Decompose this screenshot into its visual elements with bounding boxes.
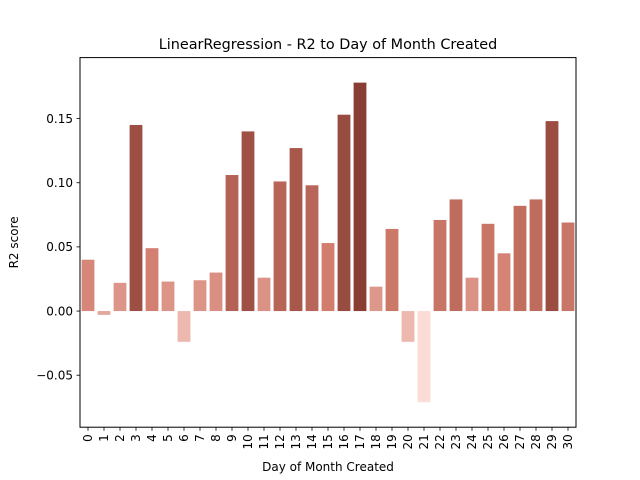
x-tick-label: 14 [305, 434, 319, 449]
x-tick-label: 21 [417, 434, 431, 449]
x-tick-label: 2 [113, 434, 127, 442]
x-tick-label: 6 [177, 434, 191, 442]
bar-day-26 [497, 253, 511, 312]
y-tick-label: 0.15 [46, 112, 73, 126]
bar-day-25 [481, 223, 495, 312]
x-tick-label: 13 [289, 434, 303, 449]
x-tick-label: 12 [273, 434, 287, 449]
bar-day-7 [193, 280, 207, 312]
y-tick-label: −0.05 [36, 369, 73, 383]
x-tick-label: 26 [497, 434, 511, 449]
bar-day-13 [289, 148, 303, 312]
bar-day-11 [257, 277, 271, 312]
bar-day-2 [113, 282, 127, 312]
bar-day-20 [401, 311, 415, 342]
x-tick-label: 22 [433, 434, 447, 449]
x-tick-label: 9 [225, 434, 239, 442]
x-tick-label: 1 [97, 434, 111, 442]
bar-day-15 [321, 243, 335, 312]
x-tick-label: 30 [561, 434, 575, 449]
bar-day-14 [305, 185, 319, 312]
x-tick-label: 16 [337, 434, 351, 449]
y-tick-label: 0.05 [46, 240, 73, 254]
bar-day-1 [97, 311, 111, 315]
bar-day-29 [545, 121, 559, 312]
x-tick-label: 20 [401, 434, 415, 449]
bar-day-22 [433, 219, 447, 312]
x-axis-label: Day of Month Created [262, 460, 394, 474]
bar-day-18 [369, 286, 383, 312]
bar-day-9 [225, 175, 239, 312]
bar-day-4 [145, 248, 159, 312]
bar-day-23 [449, 199, 463, 312]
x-tick-label: 11 [257, 434, 271, 449]
bar-day-3 [129, 124, 143, 312]
x-tick-label: 3 [129, 434, 143, 442]
x-tick-label: 27 [513, 434, 527, 449]
x-tick-label: 25 [481, 434, 495, 449]
bar-day-16 [337, 114, 351, 312]
bar-day-19 [385, 228, 399, 312]
bar-day-21 [417, 311, 431, 403]
bar-day-28 [529, 199, 543, 312]
bars-group [81, 82, 575, 403]
chart-title: LinearRegression - R2 to Day of Month Cr… [159, 37, 498, 53]
x-tick-label: 17 [353, 434, 367, 449]
bar-day-17 [353, 82, 367, 312]
y-tick-label: 0.00 [46, 304, 73, 318]
x-tick-label: 4 [145, 434, 159, 442]
bar-day-24 [465, 277, 479, 312]
plot-frame [79, 57, 577, 428]
y-axis-label: R2 score [7, 216, 21, 268]
bar-day-30 [561, 222, 575, 312]
bar-day-8 [209, 272, 223, 312]
x-tick-label: 18 [369, 434, 383, 449]
x-tick-label: 5 [161, 434, 175, 442]
x-tick-label: 0 [81, 434, 95, 442]
bar-day-12 [273, 181, 287, 312]
x-tick-label: 19 [385, 434, 399, 449]
x-tick-label: 29 [545, 434, 559, 449]
bar-day-10 [241, 131, 255, 312]
x-axis: 0 1 2 3 4 5 6 7 8 9 10 11 12 13 14 15 16 17 18 19 20 21 22 23 24… [81, 427, 575, 449]
x-tick-label: 23 [449, 434, 463, 449]
x-tick-label: 7 [193, 434, 207, 442]
x-tick-label: 10 [241, 434, 255, 449]
bar-day-0 [81, 259, 95, 312]
y-axis: −0.05 0.00 0.05 0.10 0.15 [36, 112, 80, 383]
bar-day-27 [513, 205, 527, 312]
bar-day-5 [161, 281, 175, 312]
x-tick-label: 24 [465, 434, 479, 449]
bar-day-6 [177, 311, 191, 342]
x-tick-label: 8 [209, 434, 223, 442]
y-tick-label: 0.10 [46, 176, 73, 190]
x-tick-label: 28 [529, 434, 543, 449]
x-tick-label: 15 [321, 434, 335, 449]
